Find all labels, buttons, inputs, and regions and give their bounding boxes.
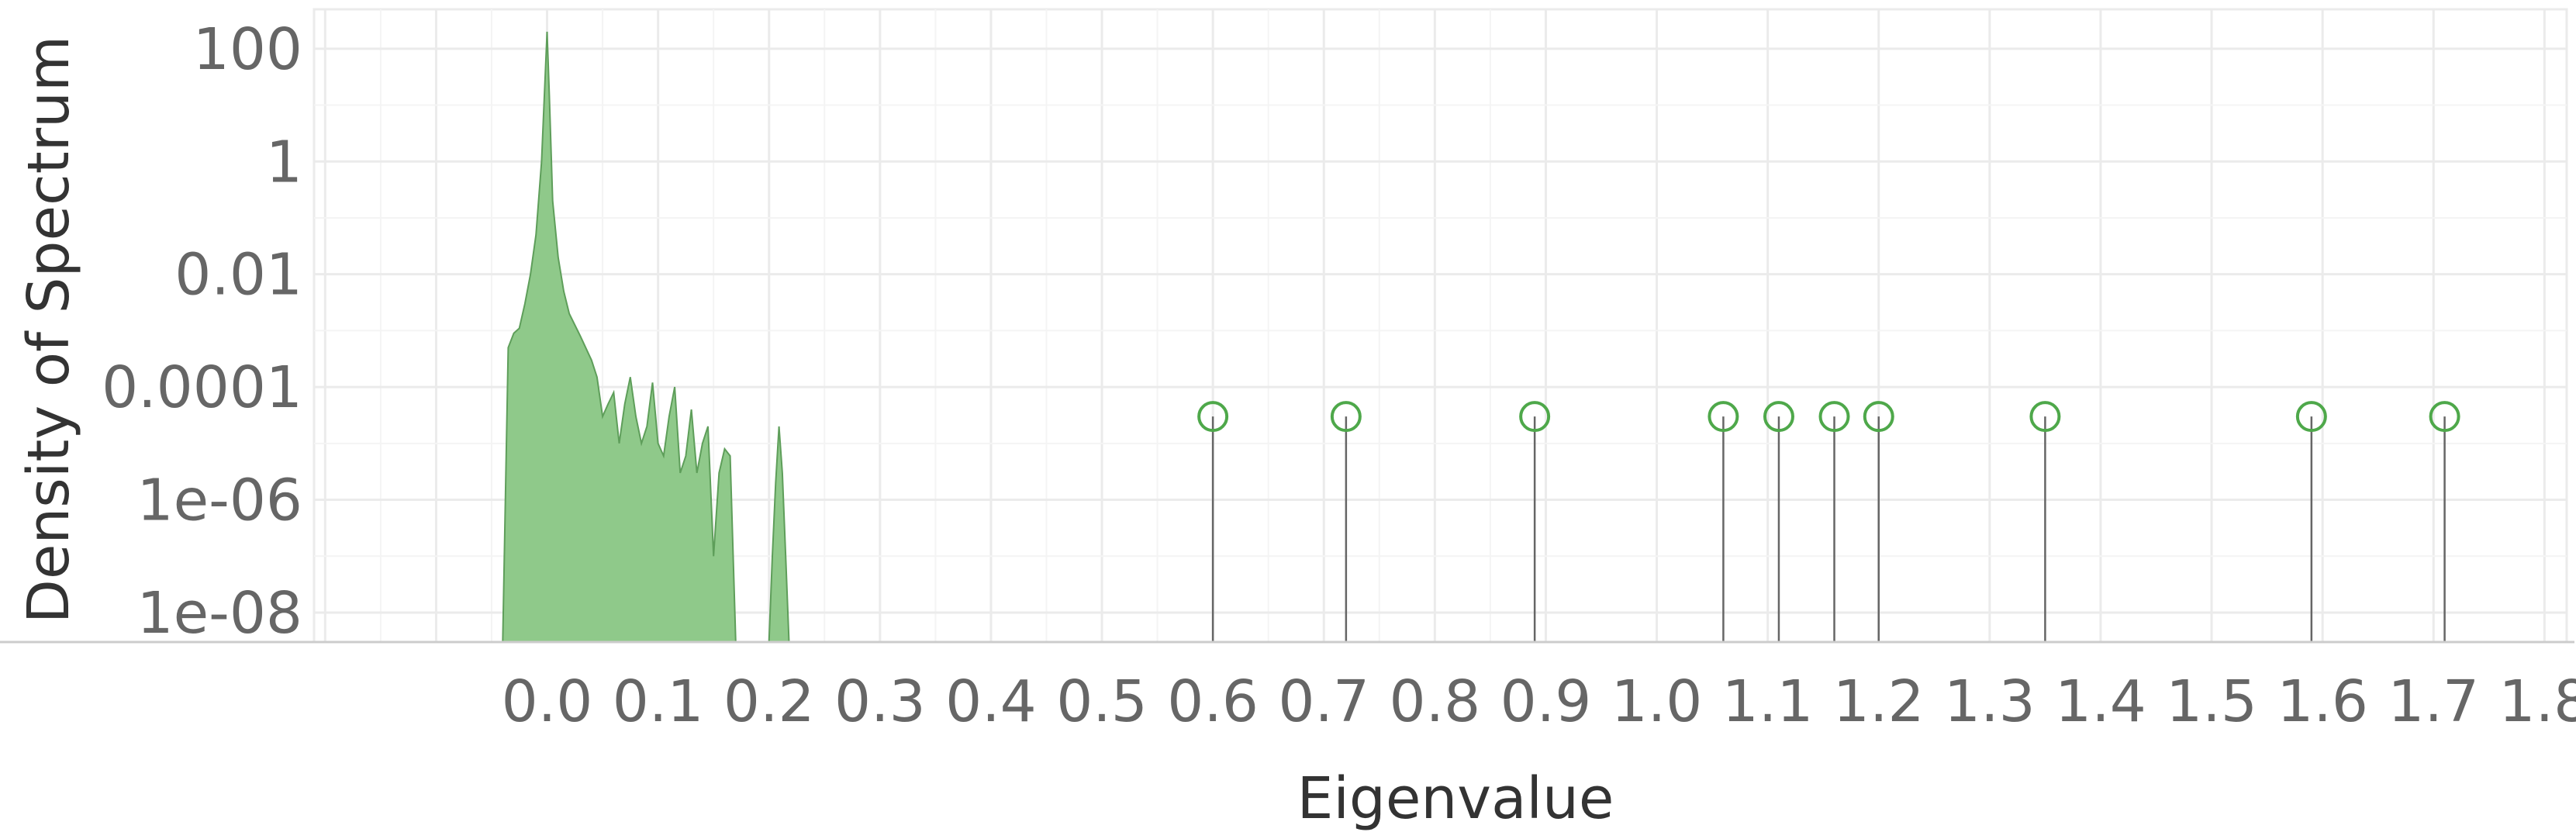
y-tick-label: 100 bbox=[193, 16, 302, 83]
x-tick-label: 1.8 bbox=[2499, 668, 2576, 735]
x-tick-label: 1.0 bbox=[1611, 668, 1703, 735]
y-axis-title: Density of Spectrum bbox=[16, 36, 82, 623]
outlier-stems bbox=[1197, 401, 2460, 642]
x-tick-label: 0.3 bbox=[834, 668, 926, 735]
x-tick-labels: 0.0 0.1 0.2 0.3 0.4 0.5 0.6 0.7 0.8 0.9 1.0 1.1 1.2 1… bbox=[502, 668, 2576, 735]
y-tick-labels: 100 1 0.01 0.0001 1e-06 1e-08 bbox=[102, 16, 302, 647]
density-area bbox=[502, 31, 737, 643]
stem-marker bbox=[1708, 401, 1739, 433]
x-tick-label: 0.2 bbox=[723, 668, 815, 735]
x-tick-label: 0.6 bbox=[1167, 668, 1259, 735]
stem-marker bbox=[1763, 401, 1794, 433]
x-tick-label: 1.6 bbox=[2277, 668, 2368, 735]
y-tick-label: 1 bbox=[266, 129, 302, 195]
x-tick-label: 0.1 bbox=[613, 668, 704, 735]
y-tick-label: 0.0001 bbox=[102, 354, 302, 421]
x-axis-title: Eigenvalue bbox=[1297, 765, 1614, 832]
stem-marker bbox=[1519, 401, 1551, 433]
x-tick-label: 0.7 bbox=[1278, 668, 1369, 735]
x-tick-label: 1.2 bbox=[1833, 668, 1925, 735]
x-tick-label: 1.7 bbox=[2388, 668, 2479, 735]
stem-marker bbox=[2295, 401, 2327, 433]
x-tick-label: 1.4 bbox=[2055, 668, 2146, 735]
x-tick-label: 0.0 bbox=[502, 668, 593, 735]
x-tick-label: 0.8 bbox=[1390, 668, 1481, 735]
x-tick-label: 1.3 bbox=[1944, 668, 2036, 735]
x-tick-label: 0.5 bbox=[1056, 668, 1148, 735]
stem-marker bbox=[1330, 401, 1362, 433]
y-tick-label: 1e-06 bbox=[137, 468, 302, 534]
stem-marker bbox=[1863, 401, 1894, 433]
y-tick-label: 1e-08 bbox=[137, 580, 302, 647]
density-areas bbox=[502, 31, 790, 643]
stem-marker bbox=[2029, 401, 2061, 433]
x-tick-label: 0.4 bbox=[945, 668, 1037, 735]
x-tick-label: 1.1 bbox=[1722, 668, 1814, 735]
y-tick-label: 0.01 bbox=[174, 242, 302, 309]
stem-marker bbox=[1197, 401, 1229, 433]
x-tick-label: 0.9 bbox=[1500, 668, 1592, 735]
x-tick-label: 1.5 bbox=[2166, 668, 2257, 735]
stem-marker bbox=[1818, 401, 1850, 433]
stem-marker bbox=[2429, 401, 2460, 433]
